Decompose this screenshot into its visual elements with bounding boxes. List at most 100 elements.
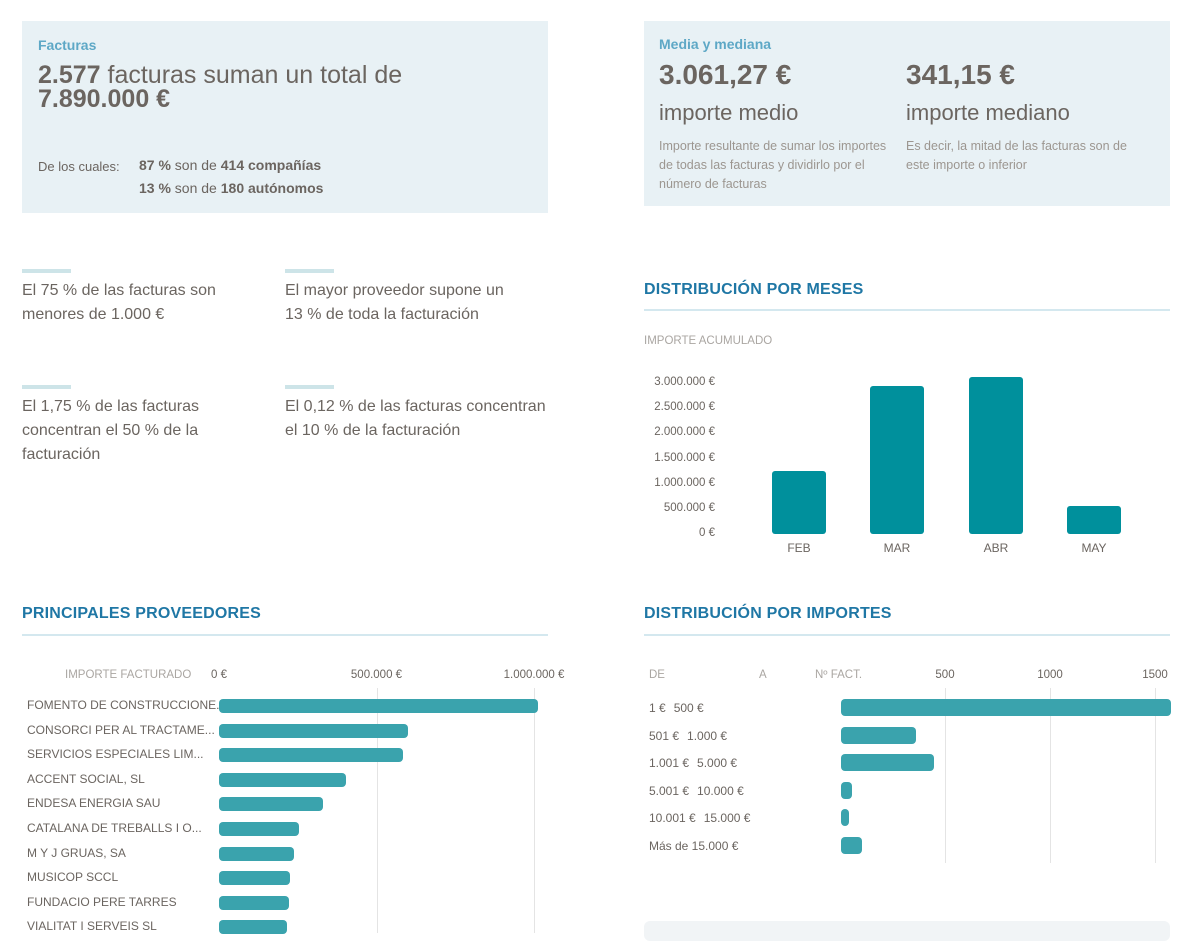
fact-divider	[285, 385, 334, 389]
count-bar	[841, 836, 862, 854]
fact-divider	[22, 385, 71, 389]
provider-bar	[219, 895, 289, 910]
breakdown-freelancers: 13 % son de 180 autónomos	[139, 180, 323, 196]
range-label: 1 € 500 €	[649, 701, 704, 715]
amounts-chart-title: DISTRIBUCIÓN POR IMPORTES	[644, 605, 892, 622]
mean-label: importe medio	[659, 100, 799, 125]
providers-x-caption: IMPORTE FACTURADO	[65, 669, 192, 681]
invoices-headline: 2.577 facturas suman un total de 7.890.0…	[38, 61, 518, 113]
range-from: Más de 15.000 €	[649, 838, 739, 853]
fact-item: El 75 % de las facturas son menores de 1…	[22, 282, 216, 323]
fact-item: El 1,75 % de las facturas concentran el …	[22, 398, 199, 463]
range-from: 1.001 €	[649, 756, 690, 770]
provider-name: CONSORCI PER AL TRACTAME...	[27, 722, 215, 737]
provider-name: MUSICOP SCCL	[27, 870, 119, 885]
column-header-to: A	[759, 669, 767, 681]
y-tick-label: 1.500.000 €	[654, 451, 715, 464]
count-bar	[841, 781, 852, 799]
y-tick-label: 500.000 €	[663, 501, 715, 514]
breakdown-pct: 13 %	[139, 180, 171, 196]
column-header-from: DE	[649, 669, 665, 681]
x-gridline	[376, 688, 378, 933]
range-from: 5.001 €	[649, 783, 690, 798]
y-tick-label: 3.000.000 €	[654, 376, 715, 388]
mean-median-card: Media y mediana 3.061,27 € importe medio…	[644, 21, 1170, 206]
headline-text: facturas suman un total de	[100, 61, 403, 89]
y-tick-label: 0 €	[699, 527, 715, 539]
fact-divider	[285, 269, 334, 273]
x-tick-label: 500	[935, 669, 955, 681]
range-from: 10.001 €	[649, 811, 696, 825]
breakdown-mid: son de	[170, 180, 221, 196]
x-gridline	[1155, 688, 1156, 863]
months-y-caption: IMPORTE ACUMULADO	[644, 335, 773, 347]
provider-name: ACCENT SOCIAL, SL	[27, 771, 145, 786]
count-bar	[841, 809, 849, 826]
provider-name: M Y J GRUAS, SA	[27, 845, 126, 860]
range-label: 1.001 € 5.000 €	[649, 756, 737, 770]
x-gridline	[534, 688, 535, 933]
provider-bar	[219, 723, 408, 738]
breakdown-companies: 87 % son de 414 compañías	[139, 157, 321, 173]
fact-item: El 0,12 % de las facturas concentran el …	[285, 398, 546, 439]
median-value: 341,15 €	[906, 59, 1015, 90]
provider-bar	[219, 920, 288, 935]
range-to: 1.000 €	[687, 728, 728, 743]
next-section-card	[644, 921, 1170, 941]
provider-bar	[219, 797, 323, 812]
range-label: 501 € 1.000 €	[649, 729, 727, 743]
bar-feb	[772, 471, 826, 534]
median-description: Es decir, la mitad de las facturas son d…	[906, 139, 1127, 172]
x-tick-label: FEB	[787, 541, 811, 555]
x-tick-label: MAR	[883, 541, 911, 555]
column-header-count: Nº FACT.	[815, 669, 863, 681]
invoice-total: 7.890.000 €	[38, 85, 171, 113]
x-tick-label: ABR	[983, 541, 1009, 555]
provider-name: ENDESA ENERGIA SAU	[27, 796, 161, 811]
provider-bar	[219, 871, 290, 886]
breakdown-mid: son de	[170, 157, 221, 173]
y-tick-label: 2.000.000 €	[654, 426, 715, 439]
count-bar	[841, 754, 935, 771]
breakdown-entity: 414 compañías	[220, 157, 322, 173]
median-label: importe mediano	[906, 100, 1070, 125]
x-tick-label: 1.000.000 €	[503, 669, 565, 681]
providers-chart-title: PRINCIPALES PROVEEDORES	[22, 605, 262, 622]
bar-may	[1067, 505, 1121, 534]
provider-name: FUNDACIO PERE TARRES	[27, 894, 177, 909]
range-to: 10.000 €	[697, 783, 744, 798]
x-tick-label: MAY	[1081, 541, 1107, 555]
x-tick-label: 1000	[1037, 669, 1063, 681]
range-to: 5.000 €	[697, 756, 738, 770]
section-divider	[22, 634, 548, 636]
range-from: 1 €	[649, 701, 666, 715]
provider-bar	[219, 772, 346, 787]
x-tick-label: 500.000 €	[350, 669, 403, 681]
invoices-summary-card: Facturas 2.577 facturas suman un total d…	[22, 21, 548, 213]
range-to: 500 €	[673, 701, 704, 715]
provider-name: VIALITAT I SERVEIS SL	[27, 919, 157, 934]
range-label: 10.001 € 15.000 €	[649, 811, 750, 825]
section-divider	[644, 634, 1170, 636]
provider-bar	[219, 822, 299, 836]
bar-mar	[870, 386, 924, 534]
card-label: Facturas	[38, 37, 97, 53]
provider-name: FOMENTO DE CONSTRUCCIONE...	[27, 698, 227, 712]
y-tick-label: 1.000.000 €	[654, 476, 715, 489]
fact-item: El mayor proveedor supone un 13 % de tod…	[285, 282, 504, 323]
x-tick-label: 1500	[1142, 669, 1168, 681]
range-to: 15.000 €	[703, 811, 751, 825]
provider-bar	[219, 846, 294, 861]
range-label: Más de 15.000 €	[649, 839, 738, 853]
mean-value: 3.061,27 €	[659, 59, 792, 90]
provider-bar	[219, 748, 403, 763]
provider-name: CATALANA DE TREBALLS I O...	[27, 821, 202, 835]
x-gridline	[945, 688, 946, 863]
breakdown-label: De los cuales:	[38, 159, 120, 174]
count-bar	[841, 699, 1171, 716]
provider-bar	[219, 699, 539, 713]
breakdown-pct: 87 %	[139, 157, 171, 173]
y-tick-label: 2.500.000 €	[654, 401, 715, 414]
range-from: 501 €	[649, 728, 680, 743]
section-divider	[644, 309, 1170, 311]
